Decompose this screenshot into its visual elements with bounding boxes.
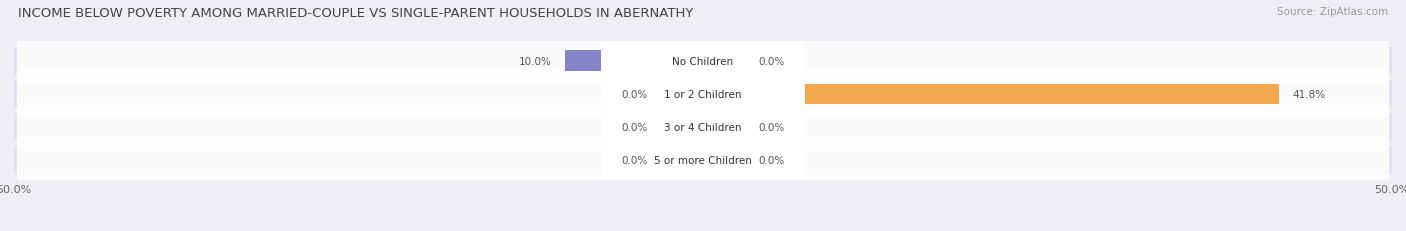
Bar <box>703 84 1279 105</box>
Bar <box>565 51 703 72</box>
Text: 3 or 4 Children: 3 or 4 Children <box>664 122 742 132</box>
Text: 41.8%: 41.8% <box>1292 89 1326 99</box>
FancyBboxPatch shape <box>600 73 806 116</box>
Text: INCOME BELOW POVERTY AMONG MARRIED-COUPLE VS SINGLE-PARENT HOUSEHOLDS IN ABERNAT: INCOME BELOW POVERTY AMONG MARRIED-COUPL… <box>18 7 693 20</box>
Bar <box>662 117 703 138</box>
Bar <box>14 80 1392 108</box>
Text: Source: ZipAtlas.com: Source: ZipAtlas.com <box>1277 7 1388 17</box>
Bar <box>662 150 703 171</box>
Bar <box>703 117 744 138</box>
Bar <box>14 113 1392 141</box>
Text: 5 or more Children: 5 or more Children <box>654 155 752 165</box>
Text: No Children: No Children <box>672 56 734 66</box>
FancyBboxPatch shape <box>17 37 1389 85</box>
Bar <box>703 51 744 72</box>
Text: 0.0%: 0.0% <box>758 56 785 66</box>
Bar <box>14 47 1392 75</box>
Text: 0.0%: 0.0% <box>758 155 785 165</box>
Text: 10.0%: 10.0% <box>519 56 551 66</box>
Bar <box>14 47 1392 75</box>
Bar <box>14 80 1392 108</box>
Text: 0.0%: 0.0% <box>621 155 648 165</box>
FancyBboxPatch shape <box>600 40 806 83</box>
Bar <box>14 146 1392 174</box>
Bar <box>703 150 744 171</box>
Text: 0.0%: 0.0% <box>621 122 648 132</box>
Text: 1 or 2 Children: 1 or 2 Children <box>664 89 742 99</box>
Bar <box>14 113 1392 141</box>
Bar <box>662 84 703 105</box>
FancyBboxPatch shape <box>17 103 1389 151</box>
FancyBboxPatch shape <box>600 139 806 182</box>
FancyBboxPatch shape <box>17 137 1389 184</box>
FancyBboxPatch shape <box>600 106 806 149</box>
FancyBboxPatch shape <box>17 70 1389 118</box>
Text: 0.0%: 0.0% <box>621 89 648 99</box>
Text: 0.0%: 0.0% <box>758 122 785 132</box>
Bar <box>14 146 1392 174</box>
